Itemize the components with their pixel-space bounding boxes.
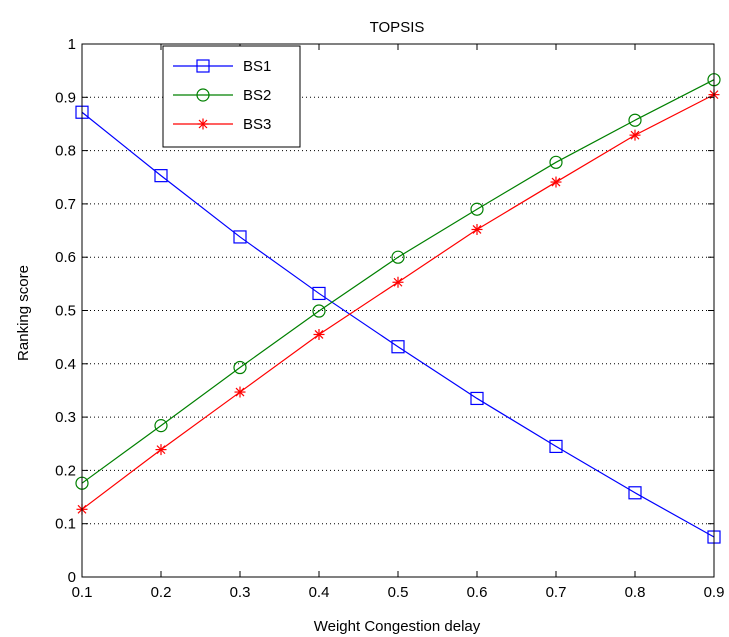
series-line-bs2 [81, 79, 715, 484]
data-point-bs3 [234, 386, 246, 398]
data-point-bs2 [312, 304, 326, 318]
y-tick-label: 0.1 [55, 516, 76, 533]
asterisk-stroke [551, 177, 561, 187]
data-point-bs1 [233, 230, 247, 244]
legend-label-bs2: BS2 [243, 87, 271, 104]
legend-marker-bs2 [196, 88, 210, 102]
x-tick-label: 0.6 [467, 584, 488, 601]
legend-item-bs2: BS2 [173, 87, 271, 104]
asterisk-stroke [235, 387, 245, 397]
x-tick-label: 0.4 [309, 584, 330, 601]
y-tick-label: 0.2 [55, 462, 76, 479]
data-point-bs2 [470, 202, 484, 216]
legend-item-bs1: BS1 [173, 58, 271, 75]
data-point-bs2 [549, 155, 563, 169]
data-point-bs3 [550, 176, 562, 188]
y-tick-label: 0.5 [55, 303, 76, 320]
y-tick-label: 0.7 [55, 196, 76, 213]
legend-marker-bs3 [197, 118, 209, 130]
x-tick-label: 0.2 [151, 584, 172, 601]
series-line-bs1 [81, 111, 715, 538]
axes-frame [81, 43, 715, 578]
series-bs1 [75, 105, 721, 544]
y-tick-label: 0.6 [55, 249, 76, 266]
x-tick-label: 0.1 [72, 584, 93, 601]
data-point-bs2 [154, 419, 168, 433]
data-point-bs2 [628, 113, 642, 127]
asterisk-stroke [393, 277, 403, 287]
legend: BS1 BS2 BS3 [162, 45, 301, 148]
data-point-bs3 [471, 223, 483, 235]
data-point-bs1 [312, 286, 326, 301]
asterisk-stroke [472, 225, 482, 234]
y-tick-label: 0 [68, 569, 76, 586]
data-point-bs1 [154, 169, 168, 183]
asterisk-stroke [156, 445, 166, 455]
x-tick-label: 0.5 [388, 584, 409, 601]
x-tick-label: 0.8 [625, 584, 646, 601]
data-point-bs1 [391, 340, 405, 354]
data-point-bs1 [628, 486, 642, 500]
legend-box [162, 45, 301, 148]
legend-item-bs3: BS3 [173, 116, 271, 133]
legend-marker-bs1 [196, 59, 210, 73]
legend-label-bs1: BS1 [243, 58, 271, 75]
axes-box [81, 43, 715, 578]
series-bs3 [76, 89, 720, 515]
y-axis-label: Ranking score [15, 265, 32, 361]
data-point-bs1 [549, 439, 563, 454]
y-tick-label: 0.8 [55, 143, 76, 160]
asterisk-stroke [630, 130, 640, 140]
data-point-bs1 [470, 391, 484, 406]
y-tick-label: 0.9 [55, 89, 76, 106]
data-point-bs3 [392, 276, 404, 288]
x-tick-label: 0.3 [230, 584, 251, 601]
x-tick-label: 0.7 [546, 584, 567, 601]
y-tick-label: 0.4 [55, 356, 76, 373]
asterisk-stroke [198, 119, 208, 129]
y-tick-label: 1 [68, 36, 76, 53]
data-point-bs3 [313, 328, 325, 340]
tick-labels: 00.10.20.30.40.50.60.70.80.910.1 0.2 0.3 0.… [55, 36, 724, 601]
data-point-bs3 [629, 129, 641, 141]
data-point-bs3 [155, 444, 167, 456]
chart-title: TOPSIS [370, 19, 425, 36]
x-tick-label: 0.9 [704, 584, 725, 601]
series-layer [75, 73, 721, 544]
data-point-bs2 [233, 360, 247, 375]
series-bs2 [75, 73, 721, 490]
asterisk-stroke [314, 330, 324, 339]
x-axis-label: Weight Congestion delay [314, 618, 481, 635]
y-tick-label: 0.3 [55, 409, 76, 426]
legend-label-bs3: BS3 [243, 116, 271, 133]
data-point-bs2 [391, 250, 405, 264]
